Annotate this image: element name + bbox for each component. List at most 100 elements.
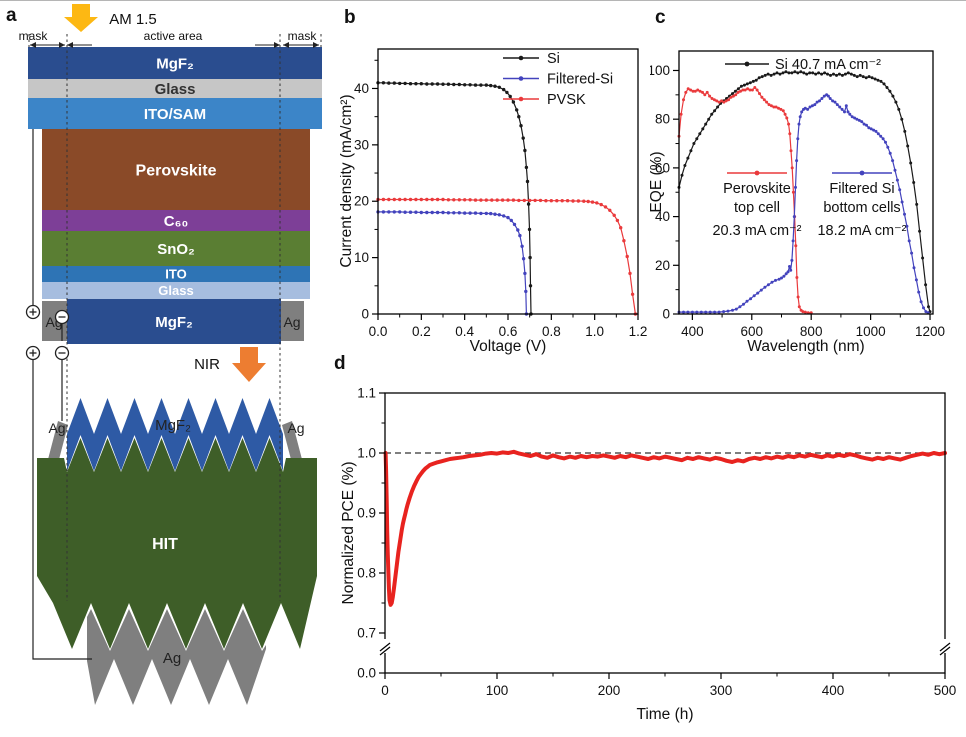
data-point [435, 82, 440, 86]
data-point [408, 82, 413, 86]
data-point [738, 305, 742, 309]
data-point [630, 292, 635, 296]
dimension-arrowhead [59, 42, 65, 48]
data-point [792, 215, 796, 219]
data-point [906, 144, 910, 148]
data-point [838, 105, 842, 109]
data-point [527, 227, 532, 232]
data-point [708, 94, 712, 98]
data-point [784, 70, 788, 74]
data-point [430, 82, 434, 86]
data-point [734, 93, 738, 97]
data-point [818, 99, 821, 103]
data-point [693, 89, 697, 93]
data-point [775, 71, 779, 75]
data-point [835, 103, 839, 107]
data-point [900, 200, 904, 204]
layer-mgf2-top [28, 47, 322, 79]
data-point [628, 271, 632, 276]
data-point [710, 112, 714, 116]
data-point [808, 71, 812, 75]
dimension-arrowhead [313, 42, 319, 48]
data-point [712, 98, 716, 102]
data-point [509, 218, 513, 223]
data-point [682, 310, 685, 314]
data-point [520, 244, 524, 248]
data-point [742, 302, 745, 306]
data-point [795, 159, 799, 163]
data-point [736, 87, 740, 91]
data-point [778, 72, 782, 76]
data-point [479, 83, 483, 87]
layer-label-glass-bottom: Glass [158, 283, 193, 298]
data-point [722, 310, 726, 314]
y-tick-label: 40 [655, 209, 670, 224]
data-point [408, 197, 413, 202]
layer-label-glass-top: Glass [155, 81, 196, 98]
data-point [765, 100, 769, 104]
data-point [843, 72, 847, 76]
data-point [381, 81, 386, 85]
bottom-ag-label-left: Ag [48, 420, 65, 436]
data-point [528, 284, 533, 288]
data-point [790, 166, 794, 170]
data-point [615, 218, 620, 223]
y-tick-label: 1.1 [357, 386, 376, 401]
data-point [689, 149, 693, 153]
data-point [398, 81, 402, 86]
data-point [837, 72, 841, 76]
data-point [869, 127, 873, 131]
am15-label: AM 1.5 [109, 11, 157, 28]
data-point [748, 88, 752, 92]
data-point [789, 268, 793, 272]
data-point [425, 197, 429, 202]
data-point [524, 289, 528, 294]
data-point [495, 198, 499, 202]
nir-arrow-icon [232, 347, 266, 382]
data-point [689, 88, 693, 92]
sunlight-arrow-icon [64, 4, 98, 32]
data-point [750, 88, 754, 92]
data-point [576, 199, 581, 203]
data-point [810, 104, 814, 108]
data-point [739, 89, 742, 93]
data-point [493, 212, 497, 216]
data-point [798, 115, 802, 119]
data-point [820, 72, 824, 76]
bottom-mgf2-label: MgF₂ [155, 417, 191, 434]
legend-marker [518, 55, 524, 61]
data-point [742, 83, 746, 87]
data-point [727, 98, 731, 102]
data-point [820, 97, 824, 100]
data-point [760, 95, 764, 99]
legend-marker [518, 76, 524, 81]
annotation-text: Si 40.7 mA cm⁻² [775, 57, 881, 73]
data-point [885, 86, 889, 89]
data-point [924, 283, 928, 287]
x-tick-label: 500 [934, 683, 957, 698]
data-point [797, 305, 801, 309]
data-point [419, 197, 423, 202]
data-point [387, 210, 391, 214]
data-point [489, 211, 493, 216]
y-tick-label: 0.7 [357, 625, 376, 640]
x-tick-label: 0.0 [369, 324, 388, 339]
plot-frame [384, 392, 946, 674]
data-point [756, 291, 760, 295]
layer-label-c60: C₆₀ [164, 213, 188, 230]
data-point [403, 210, 407, 214]
data-point [441, 210, 445, 215]
data-point [528, 198, 532, 203]
data-point [425, 210, 429, 215]
data-point [705, 90, 709, 94]
plot-frame [377, 48, 639, 315]
data-point [817, 71, 821, 75]
data-point [891, 159, 895, 163]
data-point [757, 76, 761, 80]
y-tick-label: 30 [354, 137, 369, 152]
x-tick-label: 800 [800, 324, 823, 339]
data-point [791, 239, 795, 243]
data-point [796, 137, 800, 141]
data-point [858, 73, 862, 77]
layer-label-perovskite: Perovskite [136, 162, 217, 179]
